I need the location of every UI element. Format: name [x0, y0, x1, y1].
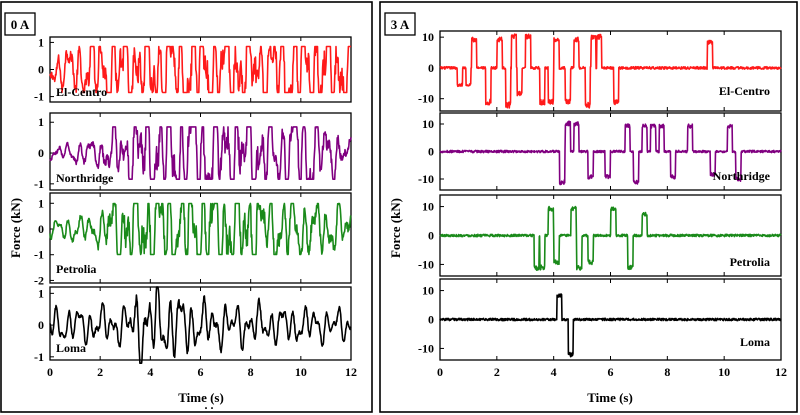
x-tick-label: 10 — [718, 365, 730, 379]
right-y-axis-title: Force (kN) — [388, 198, 403, 258]
x-tick-label: 8 — [248, 365, 254, 379]
x-tick-label: 2 — [97, 365, 103, 379]
y-tick-label: 10 — [422, 30, 434, 44]
x-tick-label: 0 — [437, 365, 443, 379]
subplot-0-0: 1 0 -1 El-Centro — [34, 35, 352, 104]
x-tick-label: 8 — [664, 365, 670, 379]
right-x-axis-title: Time (s) — [587, 390, 633, 405]
stray-mark: . . — [205, 398, 214, 412]
series-label: Loma — [740, 335, 770, 349]
x-tick-label: 12 — [775, 365, 787, 379]
y-tick-label: 10 — [422, 200, 434, 214]
left-panel-title: 0 A — [11, 17, 30, 32]
x-tick-label: 10 — [295, 365, 307, 379]
y-tick-label: 0 — [428, 313, 434, 327]
y-tick-label: 0 — [428, 145, 434, 159]
y-tick-label: 0 — [428, 61, 434, 75]
series-line-petrolia — [49, 202, 352, 256]
y-tick-label: -10 — [418, 257, 434, 271]
series-label: Northridge — [713, 169, 771, 183]
left-y-axis-title: Force (kN) — [8, 198, 23, 258]
x-tick-label: 4 — [551, 365, 557, 379]
series-line-northridge — [49, 126, 352, 180]
y-tick-label: -10 — [418, 172, 434, 186]
y-tick-label: 10 — [422, 284, 434, 298]
left-panel-frame — [0, 1, 373, 413]
y-tick-label: 0 — [428, 229, 434, 243]
series-label: Loma — [56, 341, 86, 355]
series-line-el-centro — [439, 33, 782, 109]
y-tick-label: 0 — [38, 146, 44, 160]
y-tick-label: 0 — [38, 63, 44, 77]
subplot-1-1: 10 0 -10 Northridge — [418, 112, 782, 191]
series-label: Petrolia — [730, 255, 770, 269]
y-tick-label: -10 — [418, 341, 434, 355]
y-tick-label: 0 — [38, 222, 44, 236]
right-title-box — [384, 12, 416, 36]
x-tick-label: 4 — [147, 365, 153, 379]
y-tick-label: -2 — [34, 273, 44, 287]
subplot-frame — [49, 286, 352, 361]
y-tick-label: -1 — [34, 248, 44, 262]
series-line-loma — [49, 286, 352, 364]
series-label: El-Centro — [719, 84, 770, 98]
series-label: El-Centro — [56, 85, 107, 99]
y-tick-label: -1 — [34, 90, 44, 104]
right-panel-frame — [379, 1, 798, 413]
series-line-el-centro — [49, 45, 352, 94]
y-tick-label: 0 — [38, 318, 44, 332]
y-tick-label: 1 — [38, 196, 44, 210]
series-label: Petrolia — [56, 262, 96, 276]
x-tick-label: 12 — [345, 365, 357, 379]
subplot-0-2: 1 0 -1 -2 Petrolia — [34, 192, 352, 287]
y-tick-label: 1 — [38, 286, 44, 300]
y-tick-label: -1 — [34, 350, 44, 364]
x-tick-label: 2 — [494, 365, 500, 379]
series-line-petrolia — [439, 205, 782, 271]
left-title-box — [4, 12, 36, 36]
subplot-0-1: 1 0 -1 Northridge — [34, 112, 352, 191]
y-tick-label: 1 — [38, 115, 44, 129]
y-tick-label: 1 — [38, 35, 44, 49]
x-tick-label: 6 — [608, 365, 614, 379]
subplot-1-3: 10 0 -10 Loma — [418, 278, 782, 361]
y-tick-label: 10 — [422, 117, 434, 131]
series-line-northridge — [439, 120, 782, 186]
x-tick-label: 6 — [198, 365, 204, 379]
subplot-1-0: 10 0 -10 El-Centro — [418, 30, 782, 112]
y-tick-label: -1 — [34, 177, 44, 191]
series-label: Northridge — [56, 171, 114, 185]
subplot-1-2: 10 0 -10 Petrolia — [418, 194, 782, 277]
right-panel-title: 3 A — [391, 17, 410, 32]
series-line-loma — [439, 293, 782, 358]
x-tick-label: 0 — [47, 365, 53, 379]
subplot-0-3: 1 0 -1 Loma — [34, 286, 352, 364]
left-x-axis-title: Time (s) — [178, 390, 224, 405]
y-tick-label: -10 — [418, 92, 434, 106]
